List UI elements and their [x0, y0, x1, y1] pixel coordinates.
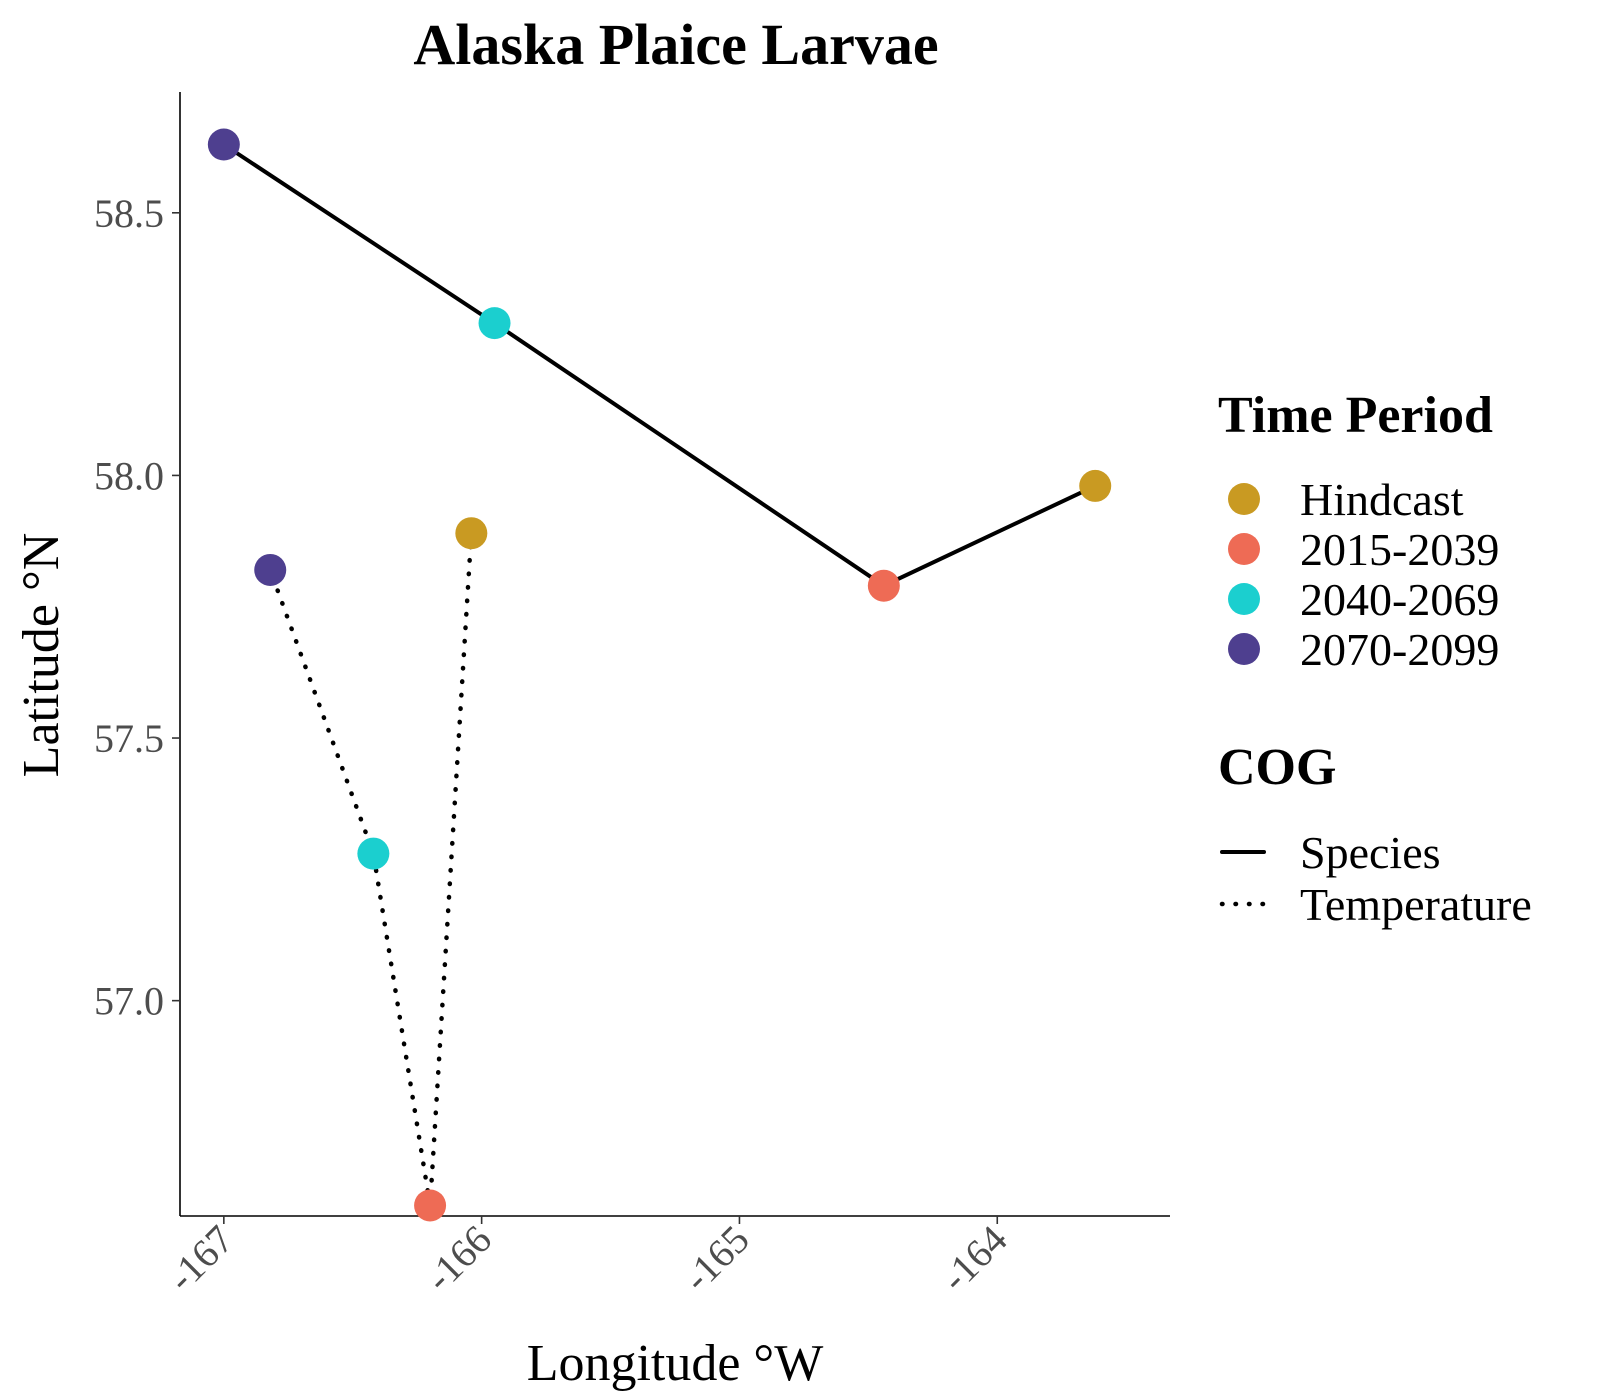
- data-point-species: [478, 307, 511, 340]
- series-line-species: [221, 142, 1098, 588]
- legend-label-cog: Temperature: [1300, 879, 1532, 930]
- legend-label-time-period: 2015-2039: [1300, 524, 1499, 575]
- y-tick-label: 57.5: [94, 716, 164, 761]
- y-axis-ticks: 57.0 57.5 58.0 58.5: [94, 191, 180, 1024]
- series-line-temperature: [267, 530, 474, 1208]
- data-point-species: [1079, 469, 1112, 502]
- legend-label-time-period: Hindcast: [1300, 474, 1464, 525]
- legend-key-point: [1228, 483, 1260, 515]
- x-tick-label: -167: [159, 1217, 243, 1301]
- legend-label-cog: Species: [1300, 827, 1441, 878]
- y-tick-label: 58.5: [94, 191, 164, 236]
- x-axis-ticks: -167 -166 -165 -164: [159, 1216, 1016, 1300]
- x-tick-label: -166: [416, 1217, 500, 1301]
- legend-label-time-period: 2040-2069: [1300, 574, 1499, 625]
- legend-title-time-period: Time Period: [1218, 387, 1493, 444]
- series-points: [207, 128, 1112, 1222]
- x-tick-label: -165: [674, 1217, 758, 1301]
- legend-key-point: [1228, 633, 1260, 665]
- data-point-species: [207, 128, 240, 161]
- y-axis-title: Latitude °N: [13, 533, 70, 778]
- y-tick-label: 58.0: [94, 453, 164, 498]
- data-point-temperature: [254, 553, 287, 586]
- legend-title-cog: COG: [1218, 739, 1336, 796]
- x-axis-title: Longitude °W: [527, 1335, 824, 1392]
- data-point-species: [867, 569, 900, 602]
- chart-title: Alaska Plaice Larvae: [413, 12, 938, 77]
- y-tick-label: 57.0: [94, 979, 164, 1024]
- data-point-temperature: [414, 1189, 447, 1222]
- legend-label-time-period: 2070-2099: [1300, 624, 1499, 675]
- x-tick-label: -164: [932, 1217, 1016, 1301]
- legend: Time Period Hindcast2015-20392040-206920…: [1218, 387, 1532, 930]
- series-lines: [221, 142, 1098, 1208]
- data-point-temperature: [455, 517, 488, 550]
- data-point-temperature: [357, 837, 390, 870]
- legend-key-point: [1228, 533, 1260, 565]
- legend-key-point: [1228, 583, 1260, 615]
